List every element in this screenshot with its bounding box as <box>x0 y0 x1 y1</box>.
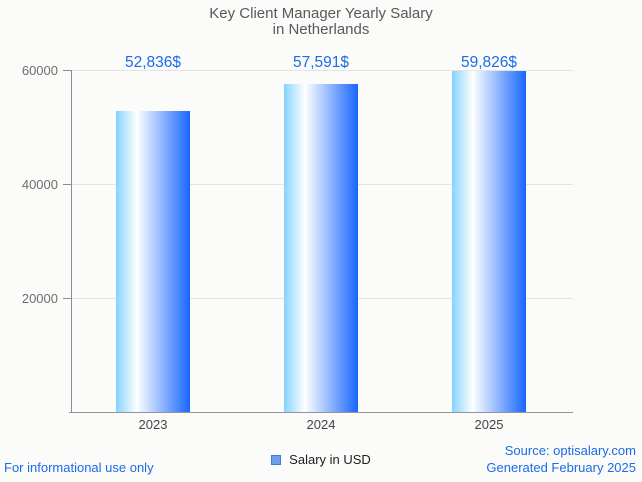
y-axis-tick-label: 20000 <box>21 291 58 306</box>
gridline <box>69 70 573 71</box>
chart-title-line2: in Netherlands <box>272 21 370 38</box>
x-axis-category-label: 2025 <box>474 417 504 432</box>
legend: Salary in USD <box>0 452 642 467</box>
bar-2023[interactable] <box>116 111 190 412</box>
x-axis-category-label: 2024 <box>306 417 336 432</box>
bar-2025[interactable] <box>452 71 526 412</box>
legend-label: Salary in USD <box>289 452 371 467</box>
generated-date: Generated February 2025 <box>486 460 636 475</box>
bar-value-label: 52,836$ <box>124 54 182 71</box>
y-axis-tick-label: 60000 <box>21 63 58 78</box>
y-axis-tick <box>63 184 72 185</box>
chart-title-line1: Key Client Manager Yearly Salary <box>209 5 433 22</box>
disclaimer-text: For informational use only <box>4 460 154 475</box>
x-axis-category-label: 2023 <box>138 417 168 432</box>
source-block: Source: optisalary.com Generated Februar… <box>486 442 636 476</box>
bar-value-label: 59,826$ <box>460 54 518 71</box>
y-axis-tick <box>63 70 72 71</box>
legend-swatch-icon <box>271 454 282 465</box>
y-axis-line <box>71 70 72 412</box>
bar-value-label: 57,591$ <box>292 54 350 71</box>
bar-2024[interactable] <box>284 84 358 412</box>
y-axis-tick <box>63 298 72 299</box>
y-axis-tick-label: 40000 <box>21 177 58 192</box>
source-link[interactable]: Source: optisalary.com <box>504 443 636 458</box>
x-axis-line <box>69 412 573 413</box>
